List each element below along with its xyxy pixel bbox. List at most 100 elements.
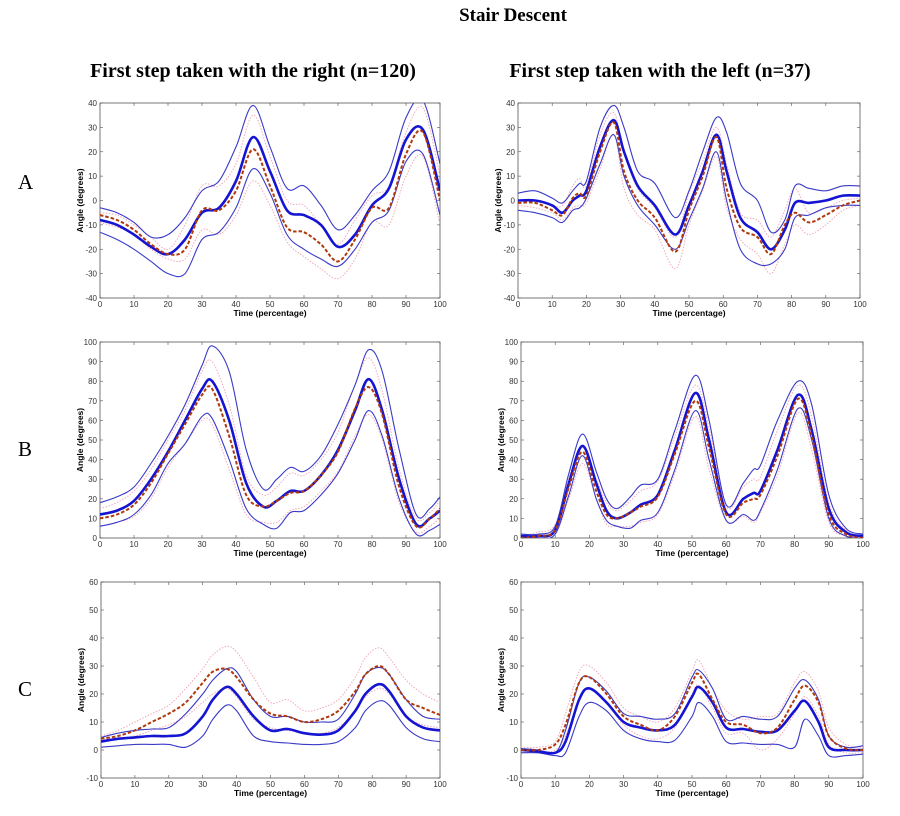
x-tick-label: 40 — [653, 540, 662, 549]
y-tick-label: 100 — [505, 338, 519, 347]
y-tick-label: 100 — [84, 338, 98, 347]
y-tick-label: 40 — [506, 99, 515, 108]
y-tick-label: 20 — [88, 495, 97, 504]
series-line-red-upper — [521, 659, 863, 749]
x-tick-label: 30 — [198, 780, 207, 789]
series-line-blue-lower — [521, 407, 863, 538]
y-tick-label: 40 — [509, 634, 518, 643]
y-tick-label: -10 — [506, 774, 518, 783]
x-tick-label: 30 — [619, 540, 628, 549]
x-axis-label: Time (percentage) — [233, 308, 306, 318]
x-tick-label: 100 — [433, 780, 447, 789]
panel-a-2: 0 10 20 30 40 50 60 70 80 90 100 -40 -30 -20 -10 0 10 20 3… — [493, 99, 867, 318]
x-tick-label: 80 — [790, 540, 799, 549]
x-tick-label: 70 — [334, 780, 343, 789]
y-tick-label: 30 — [88, 123, 97, 132]
x-tick-label: 0 — [99, 780, 104, 789]
figure-title: Stair Descent — [459, 5, 567, 26]
series-line-red-mean — [101, 665, 440, 740]
x-tick-label: 20 — [164, 300, 173, 309]
x-tick-label: 60 — [719, 300, 728, 309]
x-tick-label: 90 — [402, 540, 411, 549]
series-line-red-mean — [518, 121, 860, 256]
x-tick-label: 90 — [824, 540, 833, 549]
x-tick-label: 70 — [756, 540, 765, 549]
series-line-blue-lower — [100, 149, 440, 278]
series-line-blue-lower — [100, 410, 440, 537]
x-tick-label: 40 — [232, 780, 241, 789]
series-line-blue-mean — [521, 685, 863, 755]
y-tick-label: 10 — [89, 718, 98, 727]
y-tick-label: 50 — [88, 436, 97, 445]
x-tick-label: 40 — [653, 780, 662, 789]
x-tick-label: 10 — [130, 540, 139, 549]
series-line-blue-upper — [100, 345, 440, 519]
y-tick-label: 10 — [509, 718, 518, 727]
y-tick-label: 70 — [88, 397, 97, 406]
y-tick-label: 20 — [509, 495, 518, 504]
y-tick-label: 70 — [509, 397, 518, 406]
y-tick-label: 0 — [514, 746, 519, 755]
y-tick-label: 40 — [509, 456, 518, 465]
x-tick-label: 70 — [753, 300, 762, 309]
x-tick-label: 10 — [130, 780, 139, 789]
series-line-red-upper — [100, 105, 440, 251]
y-tick-label: 50 — [89, 606, 98, 615]
x-tick-label: 90 — [824, 780, 833, 789]
y-tick-label: 60 — [89, 578, 98, 587]
x-tick-label: 50 — [266, 300, 275, 309]
y-tick-label: 60 — [509, 578, 518, 587]
x-tick-label: 60 — [722, 540, 731, 549]
y-tick-label: 90 — [88, 358, 97, 367]
series-line-red-mean — [100, 385, 440, 529]
y-tick-label: 20 — [509, 690, 518, 699]
series-line-blue-upper — [521, 374, 863, 536]
x-tick-label: 0 — [516, 300, 521, 309]
plot-area — [517, 102, 861, 299]
y-axis-label: Angle (degrees) — [76, 648, 86, 712]
y-axis-label: Angle (degrees) — [75, 408, 85, 472]
y-tick-label: 30 — [89, 662, 98, 671]
x-axis-label: Time (percentage) — [655, 788, 728, 798]
column-heading-left: First step taken with the left (n=37) — [509, 60, 811, 82]
plot-area — [520, 581, 864, 779]
x-tick-label: 50 — [685, 300, 694, 309]
panel-b-1: 0 10 20 30 40 50 60 70 80 90 100 0 10 20 30 40 50 60 70 80 9… — [75, 338, 447, 558]
plot-area — [100, 581, 441, 779]
x-tick-label: 80 — [790, 780, 799, 789]
series-line-blue-upper — [518, 104, 860, 234]
series-line-blue-mean — [518, 118, 860, 251]
panel-b-2: 0 10 20 30 40 50 60 70 80 90 100 0 10 20 30 40 50 60 70 80 9… — [496, 338, 870, 558]
x-axis-label: Time (percentage) — [234, 788, 307, 798]
x-tick-label: 50 — [688, 780, 697, 789]
y-tick-label: -20 — [85, 245, 97, 254]
x-tick-label: 20 — [585, 780, 594, 789]
x-tick-label: 80 — [368, 300, 377, 309]
x-tick-label: 10 — [551, 540, 560, 549]
y-tick-label: 30 — [509, 662, 518, 671]
series-line-blue-upper — [100, 103, 440, 239]
x-tick-label: 100 — [853, 300, 867, 309]
y-tick-label: 40 — [88, 99, 97, 108]
series-line-blue-lower — [101, 700, 440, 749]
x-tick-label: 30 — [619, 780, 628, 789]
x-axis-label: Time (percentage) — [233, 548, 306, 558]
y-tick-label: 40 — [88, 456, 97, 465]
x-tick-label: 80 — [368, 780, 377, 789]
x-tick-label: 20 — [582, 300, 591, 309]
y-tick-label: 50 — [509, 606, 518, 615]
y-tick-label: 60 — [509, 416, 518, 425]
y-axis-label: Angle (degrees) — [75, 168, 85, 232]
y-tick-label: -30 — [85, 270, 97, 279]
plot-area — [99, 102, 441, 299]
y-tick-label: -40 — [85, 294, 97, 303]
row-label-a: A — [18, 170, 34, 194]
x-tick-label: 100 — [433, 540, 447, 549]
series-line-red-lower — [518, 134, 860, 275]
series-line-blue-mean — [101, 682, 440, 743]
y-tick-label: 60 — [88, 416, 97, 425]
y-axis-label: Angle (degrees) — [493, 168, 503, 232]
x-tick-label: 50 — [688, 540, 697, 549]
x-tick-label: 40 — [232, 300, 241, 309]
y-tick-label: 90 — [509, 358, 518, 367]
